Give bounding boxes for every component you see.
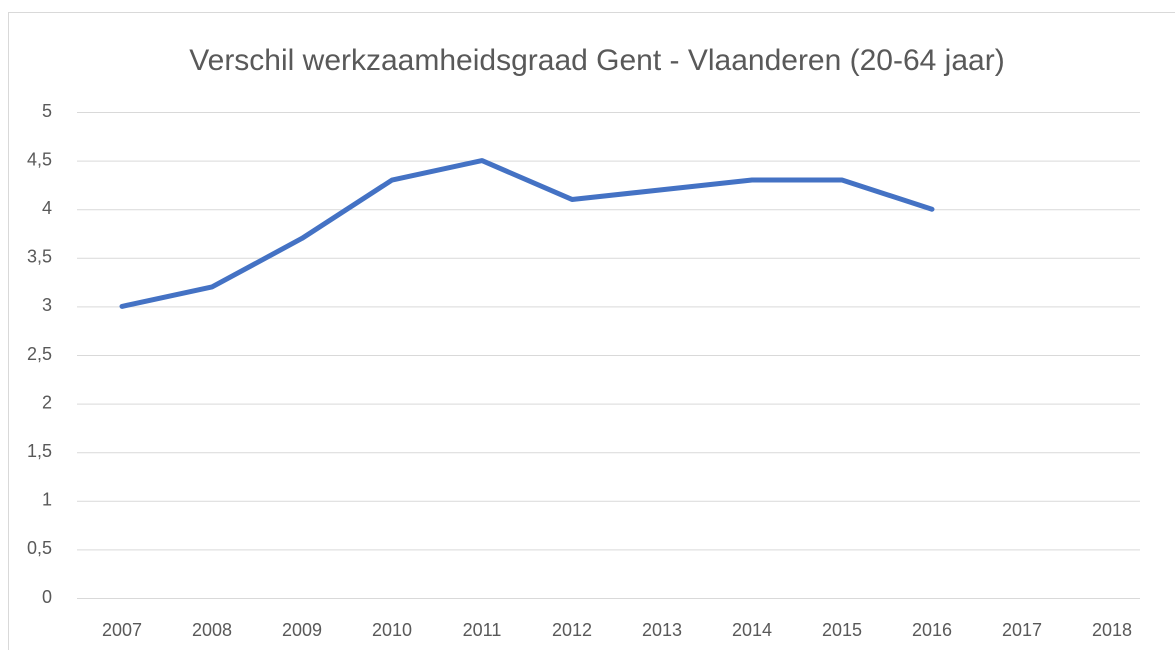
chart-border	[8, 12, 1175, 650]
x-tick-label: 2014	[732, 620, 772, 640]
y-tick-label: 2,5	[27, 344, 52, 364]
x-tick-label: 2016	[912, 620, 952, 640]
y-tick-label: 0,5	[27, 538, 52, 558]
x-tick-label: 2017	[1002, 620, 1042, 640]
y-tick-label: 1,5	[27, 441, 52, 461]
x-tick-label: 2009	[282, 620, 322, 640]
y-tick-label: 4,5	[27, 149, 52, 169]
x-tick-label: 2007	[102, 620, 142, 640]
y-tick-label: 0	[42, 587, 52, 607]
y-tick-label: 1	[42, 490, 52, 510]
x-tick-label: 2008	[192, 620, 232, 640]
x-tick-label: 2010	[372, 620, 412, 640]
x-tick-label: 2011	[463, 620, 502, 640]
y-tick-label: 5	[42, 101, 52, 121]
x-tick-label: 2015	[822, 620, 862, 640]
x-tick-label: 2018	[1092, 620, 1132, 640]
x-tick-label: 2012	[552, 620, 592, 640]
y-tick-label: 2	[42, 392, 52, 412]
y-tick-label: 3,5	[27, 247, 52, 267]
data-line	[119, 158, 935, 309]
y-tick-label: 4	[42, 198, 52, 218]
x-tick-label: 2013	[642, 620, 682, 640]
chart-title: Verschil werkzaamheidsgraad Gent - Vlaan…	[189, 44, 1004, 77]
y-tick-label: 3	[42, 295, 52, 315]
